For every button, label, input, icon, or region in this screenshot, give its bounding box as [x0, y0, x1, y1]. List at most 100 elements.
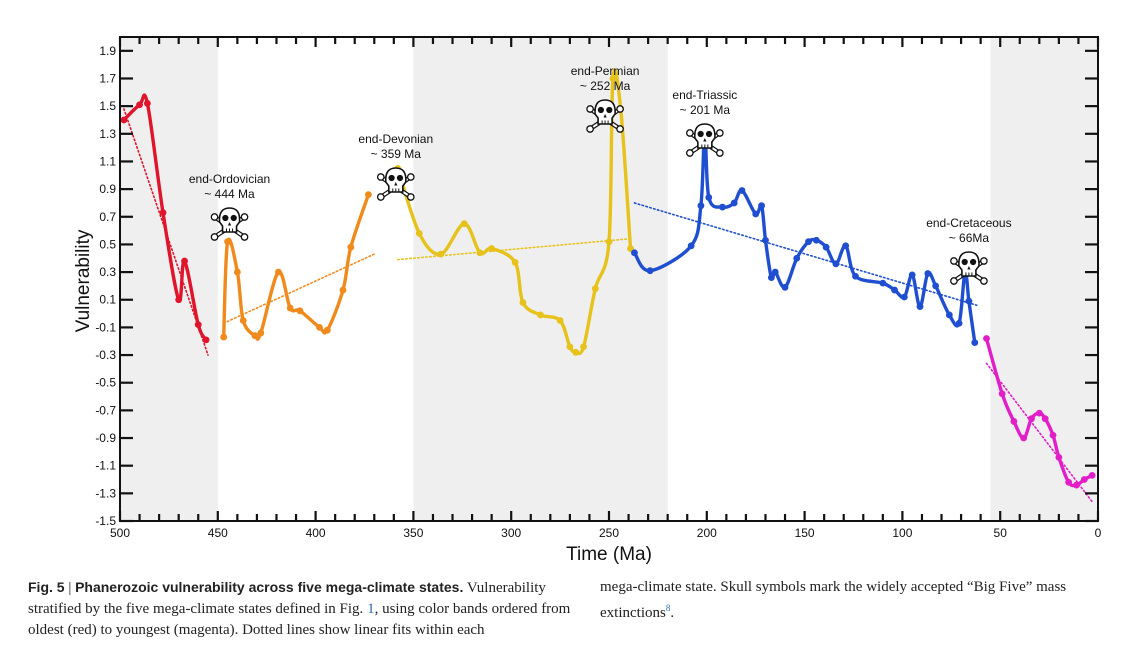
y-tick-label: 0.7: [99, 210, 116, 224]
data-point: [460, 220, 468, 228]
extinction-age: ~ 359 Ma: [371, 147, 422, 161]
y-tick-label: 1.7: [99, 71, 116, 85]
data-point: [296, 307, 304, 315]
data-point: [983, 335, 990, 342]
data-point: [556, 317, 564, 324]
data-point: [719, 203, 726, 211]
data-point: [415, 229, 423, 237]
series-line: [632, 127, 977, 345]
shaded-band: [413, 37, 668, 521]
data-point: [758, 202, 765, 210]
figure-caption: Fig. 5 | Phanerozoic vulnerability acros…: [28, 577, 1108, 657]
x-tick-label: 0: [1095, 526, 1102, 540]
y-tick-label: -1.5: [95, 514, 116, 528]
caption-right-column: mega-climate state. Skull symbols mark t…: [600, 577, 1120, 624]
y-tick-label: -1.1: [95, 459, 116, 473]
data-point: [945, 311, 953, 319]
x-tick-label: 100: [892, 526, 912, 540]
data-point: [767, 274, 775, 282]
data-point: [752, 210, 760, 218]
x-tick-label: 50: [994, 526, 1008, 540]
data-point: [257, 329, 265, 337]
caption-body-continued: , using color bands ordered from oldest …: [28, 601, 571, 638]
y-tick-label: 0.1: [99, 293, 116, 307]
shaded-band: [990, 37, 1098, 521]
extinction-markers: end-Ordovician~ 444 Ma end-Devonian~ 359 …: [189, 64, 1012, 284]
data-point: [143, 99, 151, 107]
y-tick-label: 0.9: [99, 182, 116, 196]
data-point: [965, 297, 973, 305]
data-point: [316, 324, 323, 331]
linear-fit-line: [633, 202, 978, 307]
data-point: [1049, 431, 1057, 439]
linear-fit-lines: [123, 108, 1093, 503]
data-point: [202, 336, 210, 344]
plot-frame: [119, 36, 1099, 522]
y-tick-label: 0.3: [99, 265, 116, 279]
data-point: [591, 285, 599, 293]
series-line: [122, 93, 208, 342]
y-tick-label: -0.9: [95, 431, 116, 445]
data-point: [646, 267, 654, 275]
data-point: [924, 270, 932, 277]
data-point: [437, 250, 445, 258]
y-tick-label: -0.3: [95, 348, 116, 362]
x-tick-label: 500: [110, 526, 130, 540]
skull-icon: [951, 252, 987, 284]
data-point: [566, 343, 574, 351]
linear-fit-line: [222, 253, 376, 325]
caption-end-punct: .: [670, 605, 675, 621]
extinction-name: end-Permian: [571, 64, 640, 78]
data-point: [175, 296, 183, 304]
data-point: [1028, 415, 1035, 423]
y-tick-label: -0.1: [95, 320, 116, 334]
x-tick-label: 300: [501, 526, 521, 540]
caption-body-end: mega-climate state. Skull symbols mark t…: [600, 579, 1067, 621]
data-point: [233, 268, 241, 276]
data-point: [916, 303, 924, 311]
axis-ticks: 500 450 400 350 300 250 200 150 100 50 0-1.5-1.3-1…: [95, 37, 1102, 540]
data-point: [365, 191, 372, 199]
data-point: [793, 254, 801, 262]
data-point: [194, 321, 202, 329]
data-point: [1073, 481, 1080, 489]
x-tick-label: 350: [403, 526, 423, 540]
data-point: [1055, 453, 1063, 461]
figure-reference-link[interactable]: 1: [367, 601, 375, 617]
y-axis-title: Vulnerability: [73, 229, 94, 332]
data-point: [822, 243, 830, 251]
data-point: [738, 187, 746, 194]
data-point: [224, 238, 231, 246]
data-point: [631, 249, 638, 257]
data-point: [347, 243, 355, 251]
data-point: [762, 236, 769, 244]
extinction-age: ~ 201 Ma: [680, 103, 731, 117]
data-point: [609, 75, 617, 82]
vulnerability-chart: 500 450 400 350 300 250 200 150 100 50 0-1.5-1.3-1…: [73, 36, 1102, 565]
y-tick-label: 1.5: [99, 99, 116, 113]
extinction-age: ~ 66Ma: [949, 231, 990, 245]
data-point: [1088, 471, 1096, 479]
data-point: [511, 259, 519, 266]
extinction-name: end-Devonian: [358, 132, 433, 146]
caption-separator: |: [64, 580, 76, 596]
data-series: [120, 68, 1096, 489]
data-point: [1020, 434, 1028, 442]
extinction-name: end-Cretaceous: [926, 216, 1011, 230]
data-point: [323, 326, 331, 334]
data-point: [580, 343, 587, 351]
data-point: [998, 390, 1006, 398]
data-point: [572, 348, 580, 356]
data-point: [136, 101, 143, 109]
y-tick-label: 1.9: [99, 44, 116, 58]
data-point: [730, 199, 738, 207]
citation-link[interactable]: 8: [665, 603, 671, 613]
y-tick-label: 0.5: [99, 237, 116, 251]
x-tick-label: 450: [208, 526, 228, 540]
data-point: [891, 286, 898, 294]
data-point: [908, 271, 916, 279]
y-tick-label: 1.3: [99, 127, 116, 141]
figure-label: Fig. 5: [28, 579, 65, 595]
data-point: [1035, 409, 1043, 417]
data-point: [900, 293, 908, 301]
